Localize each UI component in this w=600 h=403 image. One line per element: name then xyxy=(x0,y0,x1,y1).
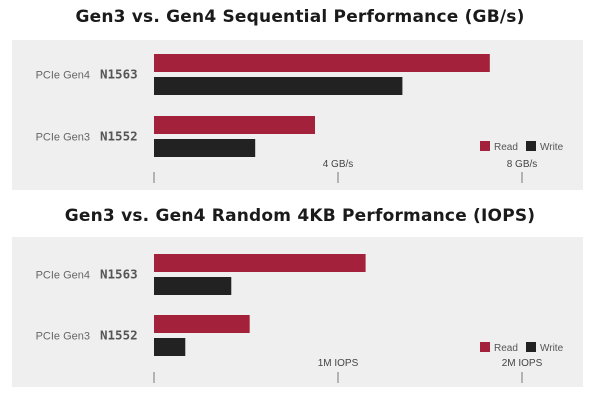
group-model-label: N1552 xyxy=(100,129,138,144)
group-model-label: N1552 xyxy=(100,328,138,343)
legend-label-read: Read xyxy=(494,343,518,354)
legend-label-write: Write xyxy=(540,142,564,153)
chart-title: Gen3 vs. Gen4 Sequential Performance (GB… xyxy=(75,7,525,27)
bar-read xyxy=(154,315,250,333)
tick-label: 8 GB/s xyxy=(507,159,538,170)
legend-swatch-read xyxy=(480,141,490,151)
group-gen-label: PCIe Gen4 xyxy=(36,70,90,82)
bar-read xyxy=(154,254,366,272)
tick-label: 2M IOPS xyxy=(502,358,543,369)
bar-write xyxy=(154,277,232,295)
bar-write xyxy=(154,139,256,157)
legend-label-write: Write xyxy=(540,343,564,354)
group-gen-label: PCIe Gen4 xyxy=(36,270,90,282)
group-model-label: N1563 xyxy=(100,67,138,82)
group-gen-label: PCIe Gen3 xyxy=(36,331,90,343)
legend-swatch-write xyxy=(526,342,536,352)
bar-write xyxy=(154,338,186,356)
group-gen-label: PCIe Gen3 xyxy=(36,132,90,144)
tick-label: 1M IOPS xyxy=(318,358,359,369)
legend-swatch-read xyxy=(480,342,490,352)
bar-read xyxy=(154,54,490,72)
tick-label: 4 GB/s xyxy=(323,159,354,170)
bar-read xyxy=(154,116,315,134)
legend-label-read: Read xyxy=(494,142,518,153)
chart-title: Gen3 vs. Gen4 Random 4KB Performance (IO… xyxy=(64,206,536,226)
bar-write xyxy=(154,77,403,95)
legend-swatch-write xyxy=(526,141,536,151)
group-model-label: N1563 xyxy=(100,267,138,282)
